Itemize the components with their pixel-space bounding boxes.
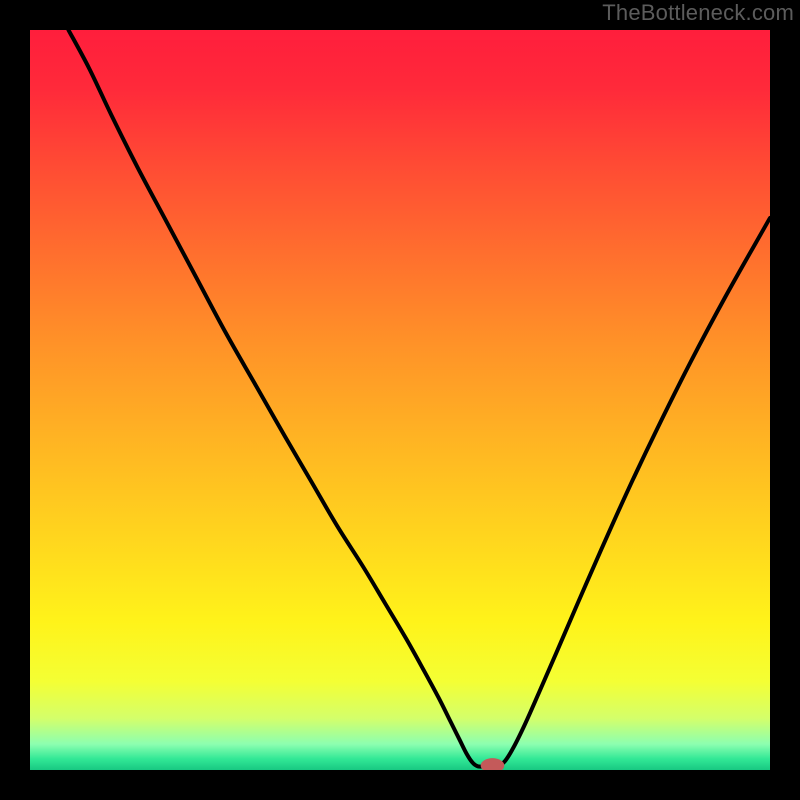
optimal-point-marker (481, 758, 505, 773)
chart-container: TheBottleneck.com (0, 0, 800, 800)
plot-background (30, 30, 770, 770)
watermark-text: TheBottleneck.com (602, 0, 794, 26)
bottleneck-chart (0, 0, 800, 800)
